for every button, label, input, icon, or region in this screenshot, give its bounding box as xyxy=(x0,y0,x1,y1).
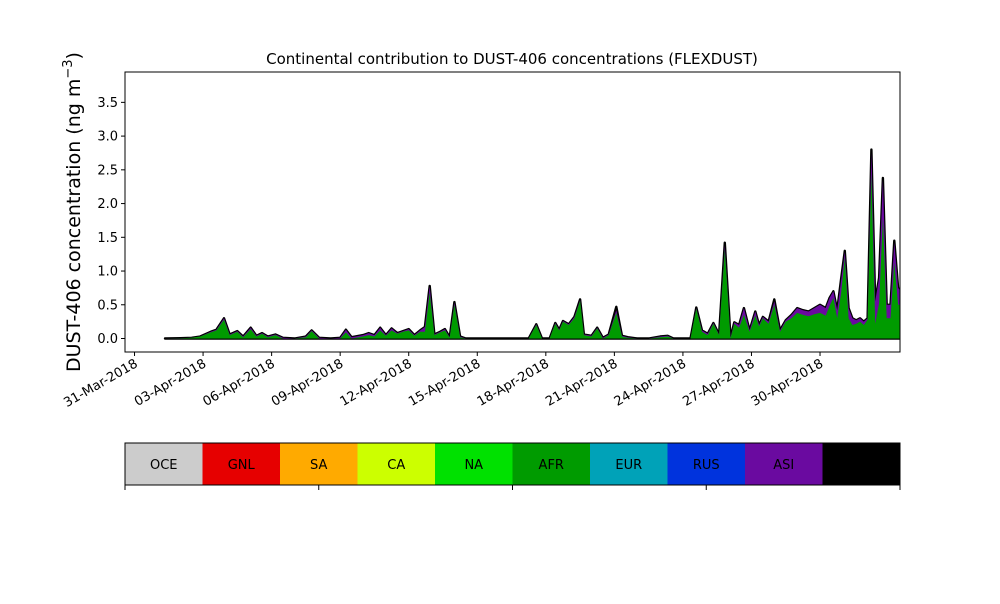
y-axis-label-exponent: −3 xyxy=(61,59,76,78)
y-tick-label: 2.0 xyxy=(97,197,118,212)
axes-frame xyxy=(124,71,901,353)
y-tick-label: 3.0 xyxy=(97,130,118,145)
x-tick-label: 21-Apr-2018 xyxy=(543,356,620,409)
colorbar-label-aus: AUS xyxy=(848,458,875,473)
y-tick-label: 0.0 xyxy=(97,332,118,347)
colorbar-swatch-asi xyxy=(745,443,823,485)
colorbar-label-gnl: GNL xyxy=(228,458,256,473)
y-tick-label: 1.5 xyxy=(97,231,118,246)
colorbar-swatch-aus xyxy=(822,443,901,485)
x-tick-label: 09-Apr-2018 xyxy=(269,356,346,409)
y-axis-label: DUST-406 concentration (ng m−3) xyxy=(61,52,85,372)
x-tick-label: 24-Apr-2018 xyxy=(612,356,689,409)
x-tick-label: 12-Apr-2018 xyxy=(338,356,415,409)
x-tick-label: 18-Apr-2018 xyxy=(475,356,552,409)
x-tick-label: 03-Apr-2018 xyxy=(132,356,209,409)
x-tick-label: 30-Apr-2018 xyxy=(749,356,826,409)
continent-colorbar: OCE GNL SA CA NA AFR EUR RUS ASI AUS xyxy=(124,442,901,490)
colorbar-label-oce: OCE xyxy=(150,458,178,473)
x-axis-ticks: 31-Mar-201803-Apr-201806-Apr-201809-Apr-… xyxy=(61,352,826,411)
colorbar-swatch-oce xyxy=(125,443,203,485)
y-axis-label-main: DUST-406 concentration (ng m xyxy=(63,79,85,372)
y-tick-label: 0.5 xyxy=(97,298,118,313)
x-tick-label: 06-Apr-2018 xyxy=(201,356,278,409)
y-tick-label: 3.5 xyxy=(97,96,118,111)
colorbar-label-afr: AFR xyxy=(539,458,564,473)
x-tick-label: 27-Apr-2018 xyxy=(680,356,757,409)
colorbar-swatch-na xyxy=(435,443,513,485)
colorbar-swatch-afr xyxy=(512,443,591,485)
colorbar-label-ca: CA xyxy=(387,458,405,473)
colorbar-label-asi: ASI xyxy=(773,458,794,473)
colorbar-label-sa: SA xyxy=(310,458,327,473)
colorbar-label-rus: RUS xyxy=(693,458,720,473)
x-tick-label: 15-Apr-2018 xyxy=(406,356,483,409)
plot-area xyxy=(163,148,900,340)
colorbar-label-na: NA xyxy=(464,458,483,473)
y-tick-label: 1.0 xyxy=(97,265,118,280)
chart-title: Continental contribution to DUST-406 con… xyxy=(266,50,758,68)
colorbar-swatch-gnl xyxy=(202,443,281,485)
y-axis-label-close: ) xyxy=(63,52,85,59)
colorbar-swatch-eur xyxy=(590,443,668,485)
colorbar-swatch-rus xyxy=(667,443,746,485)
y-axis-ticks: 0.0 0.5 1.0 1.5 2.0 2.5 3.0 3.5 xyxy=(97,96,125,347)
colorbar-swatch-sa xyxy=(280,443,358,485)
colorbar-swatch-ca xyxy=(357,443,436,485)
colorbar-label-eur: EUR xyxy=(615,458,642,473)
y-tick-label: 2.5 xyxy=(97,163,118,178)
series-area-afr xyxy=(165,173,900,339)
